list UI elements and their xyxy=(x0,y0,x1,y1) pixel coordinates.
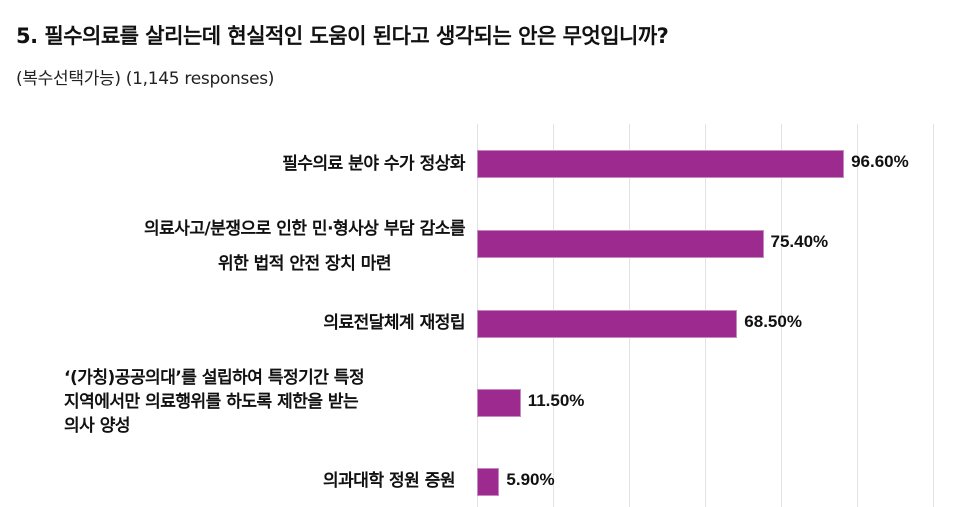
bar-row: 의료전달체계 재정립 68.50% xyxy=(0,310,960,338)
value-label: 68.50% xyxy=(744,312,802,331)
bar-row: ‘(가칭)공공의대’를 설립하여 특정기간 특정 지역에서만 의료행위를 하도록… xyxy=(0,368,960,436)
bar xyxy=(477,468,500,496)
bar-row: 필수의료 분야 수가 정상화 96.60% xyxy=(0,150,960,178)
category-label-line: 필수의료 분야 수가 정상화 xyxy=(282,154,465,174)
category-label: 의료전달체계 재정립 xyxy=(323,310,465,336)
bar-row: 의과대학 정원 증원 5.90% xyxy=(0,468,960,496)
value-label: 75.40% xyxy=(770,232,829,251)
category-label: 의료사고/분쟁으로 인한 민·형사상 부담 감소를 위한 법적 안전 장치 마련 xyxy=(143,212,466,282)
value-label: 11.50% xyxy=(527,391,585,410)
bar xyxy=(477,230,764,258)
bar xyxy=(477,389,521,417)
category-label-line: 의사 양성 xyxy=(64,416,130,436)
gridline-80 xyxy=(781,124,782,507)
bar-row: 의료사고/분쟁으로 인한 민·형사상 부담 감소를 위한 법적 안전 장치 마련… xyxy=(0,219,960,274)
category-label: ‘(가칭)공공의대’를 설립하여 특정기간 특정 지역에서만 의료행위를 하도록… xyxy=(64,366,365,438)
category-label-line: 지역에서만 의료행위를 하도록 제한을 받는 xyxy=(64,392,359,412)
category-label-line: 의료전달체계 재정립 xyxy=(323,313,465,333)
category-label: 의과대학 정원 증원 xyxy=(323,468,455,494)
value-label: 5.90% xyxy=(506,470,555,489)
bar xyxy=(477,310,738,338)
category-label-line: 위한 법적 안전 장치 마련 xyxy=(217,254,392,274)
category-label: 필수의료 분야 수가 정상화 xyxy=(282,151,465,177)
category-label-line: 의료사고/분쟁으로 인한 민·형사상 부담 감소를 xyxy=(143,219,466,239)
category-label-line: 의과대학 정원 증원 xyxy=(323,471,455,491)
gridline-100 xyxy=(857,124,858,507)
bar xyxy=(477,150,845,178)
chart-subtitle: (복수선택가능) (1,145 responses) xyxy=(16,69,275,89)
gridline-120 xyxy=(933,124,934,507)
chart-title: 5. 필수의료를 살리는데 현실적인 도움이 된다고 생각되는 안은 무엇입니까… xyxy=(16,24,669,48)
category-label-line: ‘(가칭)공공의대’를 설립하여 특정기간 특정 xyxy=(64,368,365,388)
value-label: 96.60% xyxy=(851,152,909,171)
